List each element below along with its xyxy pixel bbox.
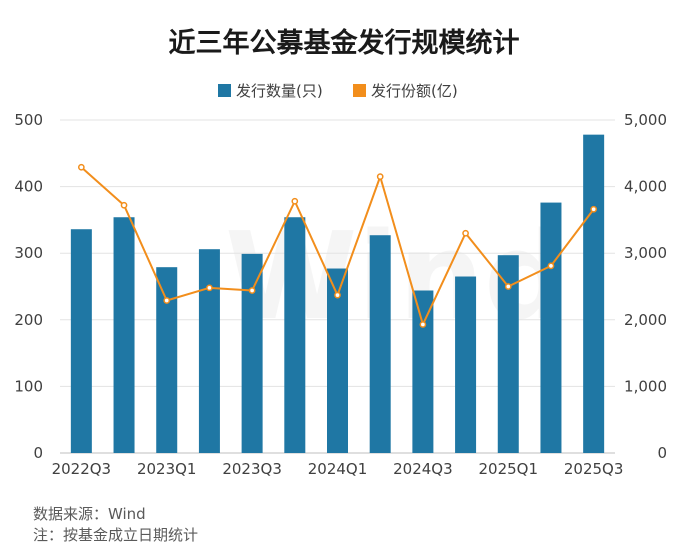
bar-series: [70, 134, 605, 454]
bar: [412, 290, 434, 453]
line-point: [547, 262, 555, 270]
bar: [241, 253, 263, 453]
y-right-tick-label: 2,000: [624, 311, 667, 329]
bar: [284, 217, 306, 453]
source-note: 数据来源：Wind: [33, 505, 146, 523]
line-point: [504, 283, 512, 290]
y-axis-left: 0 100 200 300 400 500: [14, 111, 43, 462]
y-axis-right: 0 1,000 2,000 3,000 4,000 5,000: [624, 111, 667, 462]
legend-swatch-count: [218, 84, 231, 97]
line-point: [120, 201, 128, 209]
x-tick-label: 2023Q3: [222, 460, 282, 478]
line-point: [291, 197, 299, 205]
line-point: [163, 297, 171, 304]
legend-label-amount: 发行份额(亿): [371, 82, 458, 100]
line-point: [462, 229, 469, 237]
line-point: [376, 173, 384, 180]
x-tick-label: 2023Q1: [137, 460, 197, 478]
y-right-tick-label: 3,000: [624, 244, 667, 262]
legend-label-count: 发行数量(只): [236, 82, 323, 100]
y-left-tick-label: 300: [14, 244, 43, 262]
bar: [540, 202, 562, 453]
x-tick-label: 2024Q3: [393, 460, 453, 478]
line-series: [77, 163, 598, 328]
legend-swatch-amount: [353, 84, 366, 97]
y-left-tick-label: 400: [14, 178, 43, 196]
bar: [455, 276, 477, 453]
legend: 发行数量(只) 发行份额(亿): [218, 82, 458, 100]
line-point: [590, 205, 598, 213]
x-tick-label: 2025Q3: [564, 460, 624, 478]
y-right-tick-label: 0: [657, 444, 667, 462]
x-tick-label: 2022Q3: [52, 460, 112, 478]
line-point: [77, 163, 85, 171]
bar: [497, 255, 519, 453]
line-point: [419, 321, 427, 328]
y-right-tick-label: 4,000: [624, 178, 667, 196]
bar: [198, 249, 220, 453]
bar: [369, 235, 391, 453]
bar: [156, 267, 178, 453]
bar: [70, 229, 92, 453]
y-left-tick-label: 200: [14, 311, 43, 329]
x-tick-label: 2024Q1: [308, 460, 368, 478]
y-left-tick-label: 500: [14, 111, 43, 129]
line-point: [248, 287, 256, 294]
y-right-tick-label: 1,000: [624, 377, 667, 395]
bar: [327, 268, 348, 453]
y-right-tick-label: 5,000: [624, 111, 667, 129]
remark-note: 注：按基金成立日期统计: [33, 526, 198, 544]
line-point: [334, 291, 341, 299]
bar: [113, 217, 135, 453]
chart-title: 近三年公募基金发行规模统计: [169, 27, 520, 59]
line-point: [206, 284, 213, 292]
x-tick-label: 2025Q1: [479, 460, 539, 478]
y-left-tick-label: 100: [14, 377, 43, 395]
x-axis: 2022Q3 2023Q1 2023Q3 2024Q1 2024Q3 2025Q1 2025…: [52, 460, 624, 478]
y-left-tick-label: 0: [33, 444, 43, 462]
bar: [583, 134, 605, 454]
